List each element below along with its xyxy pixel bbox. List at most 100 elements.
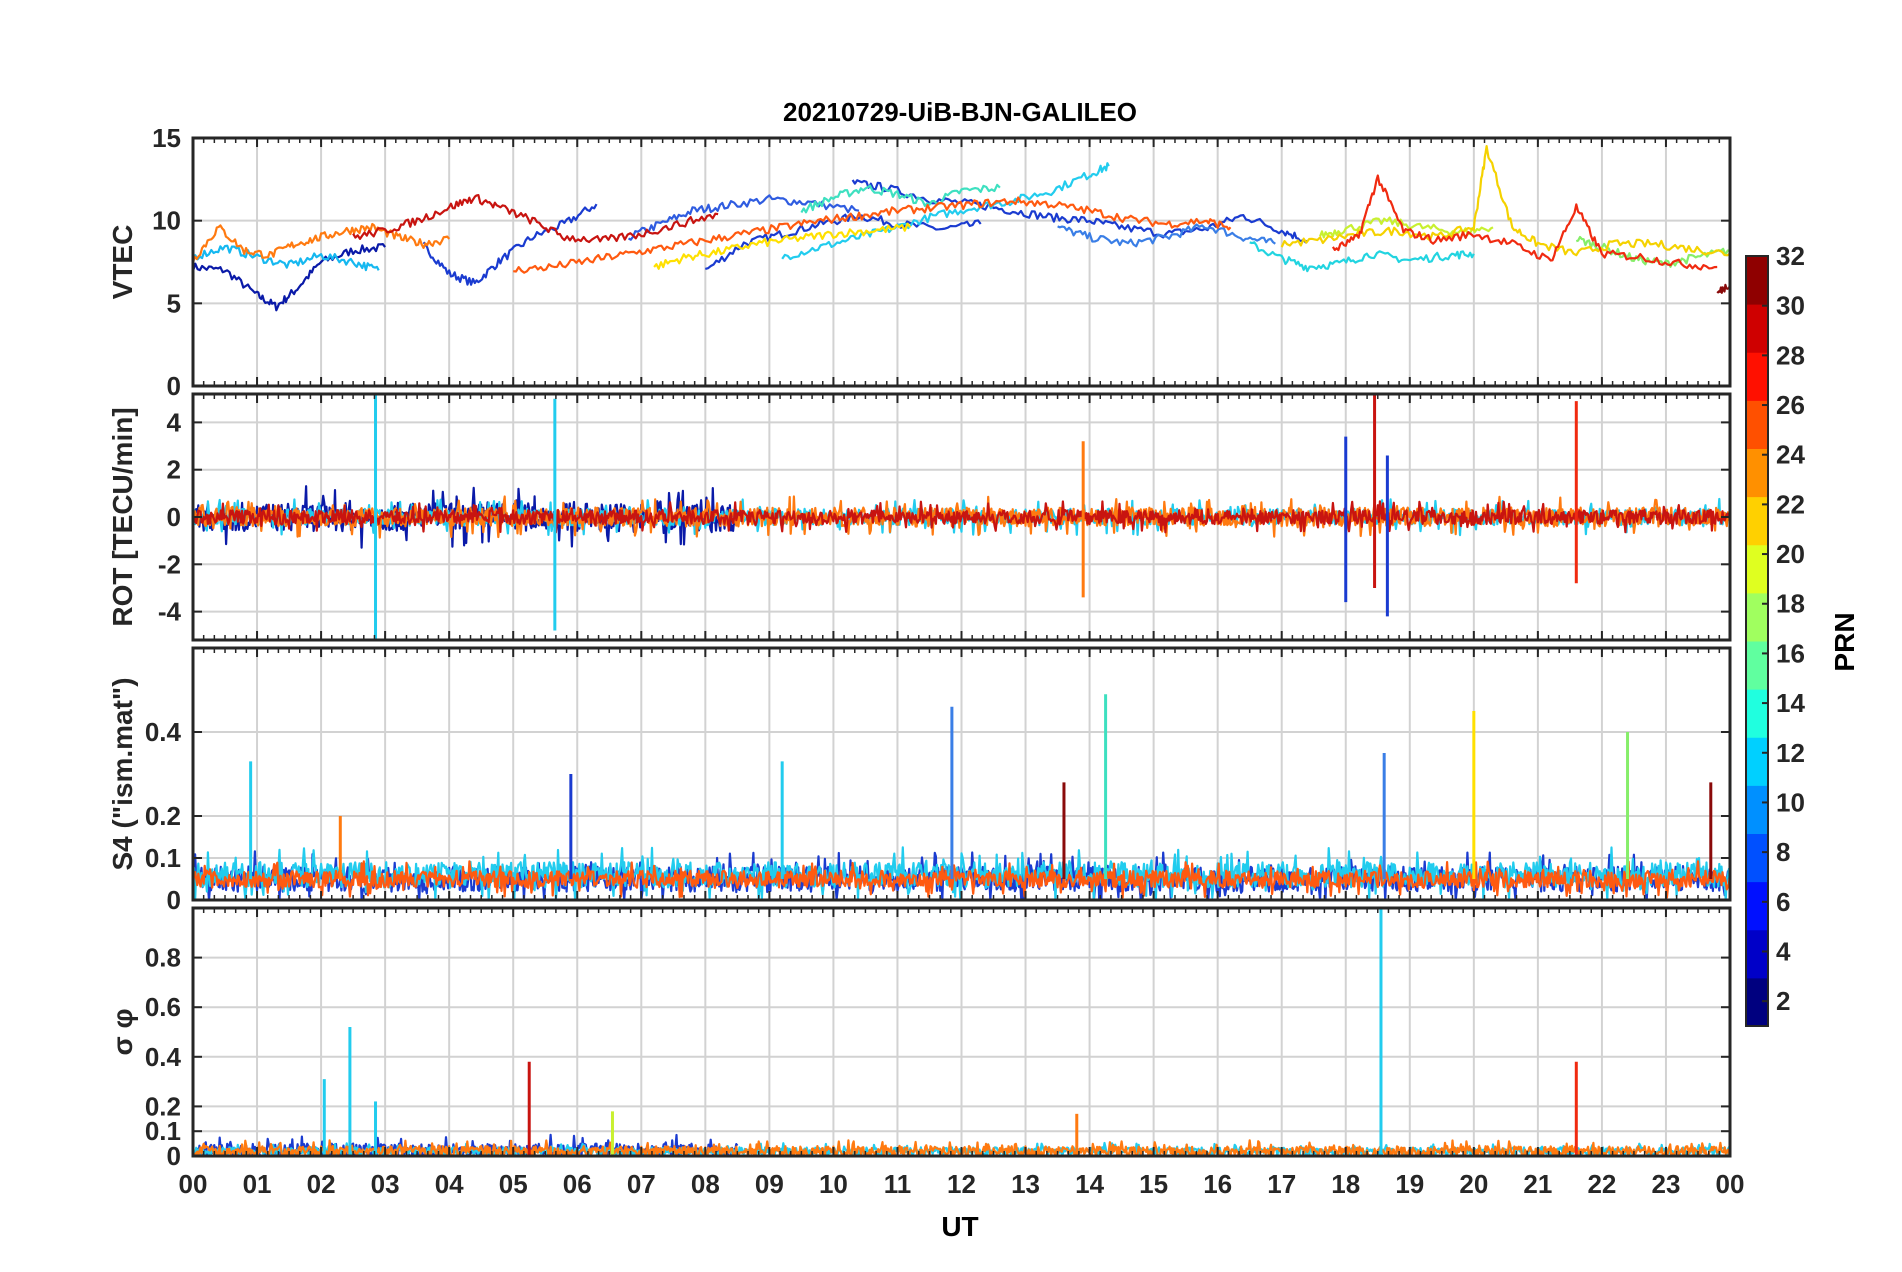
series-prn-14: [800, 183, 1001, 214]
panel-2: -4 -2 0 2 4 ROT [TECU/min]: [107, 392, 1732, 642]
y-tick-label: 10: [152, 206, 181, 236]
colorbar-segment: [1746, 544, 1768, 594]
colorbar-tick-label: 30: [1776, 291, 1805, 321]
x-tick-label: 06: [563, 1169, 592, 1199]
y-axis-label: σ φ: [107, 1009, 138, 1056]
colorbar-segment: [1746, 881, 1768, 931]
series-prn-21: [1280, 145, 1730, 257]
x-axis: 00 01 02 03 04 05 06 07 08 09 10 11 12 13 14 15 16 17 18 19…: [179, 1169, 1745, 1199]
y-tick-label: 0: [167, 371, 181, 401]
x-tick-label: 10: [819, 1169, 848, 1199]
colorbar-segment: [1746, 833, 1768, 883]
plot-area: [193, 394, 1730, 640]
y-tick-label: 0.2: [145, 801, 181, 831]
series-prn-3: [422, 203, 598, 286]
colorbar-tick-label: 12: [1776, 738, 1805, 768]
x-tick-label: 02: [307, 1169, 336, 1199]
series-prn-13: [1249, 241, 1475, 273]
colorbar-segment: [1746, 592, 1768, 642]
y-tick-label: 0.4: [145, 717, 182, 747]
y-axis-label: S4 ("ism.mat"): [107, 677, 138, 870]
x-tick-label: 09: [755, 1169, 784, 1199]
colorbar-segment: [1746, 496, 1768, 546]
colorbar-tick-label: 2: [1776, 986, 1790, 1016]
colorbar-segment: [1746, 977, 1768, 1027]
colorbar-tick-label: 20: [1776, 539, 1805, 569]
y-tick-label: 0: [167, 1141, 181, 1171]
colorbar-tick-label: 24: [1776, 440, 1805, 470]
colorbar-tick-label: 10: [1776, 787, 1805, 817]
y-tick-label: 15: [152, 123, 181, 153]
x-tick-label: 00: [1716, 1169, 1745, 1199]
x-tick-label: 18: [1331, 1169, 1360, 1199]
series-prn-11: [193, 244, 380, 272]
colorbar-segment: [1746, 641, 1768, 690]
series-prn-30: [352, 194, 719, 244]
y-tick-label: 0.6: [145, 992, 181, 1022]
y-tick-label: 2: [167, 455, 181, 485]
y-tick-label: 0.8: [145, 943, 181, 973]
series-prn-26: [513, 196, 1232, 274]
series-prn-28: [1331, 174, 1718, 271]
x-tick-label: 12: [947, 1169, 976, 1199]
y-tick-label: -2: [158, 549, 181, 579]
plot-area: [193, 145, 1730, 312]
x-axis-label: UT: [941, 1211, 978, 1242]
x-tick-label: 13: [1011, 1169, 1040, 1199]
series-prn-2: [193, 243, 386, 312]
colorbar-tick-label: 22: [1776, 489, 1805, 519]
colorbar-tick-label: 28: [1776, 340, 1805, 370]
colorbar-tick-label: 18: [1776, 589, 1805, 619]
x-tick-label: 05: [499, 1169, 528, 1199]
colorbar-label: PRN: [1829, 612, 1860, 671]
y-tick-label: -4: [158, 597, 182, 627]
x-tick-label: 00: [179, 1169, 208, 1199]
x-tick-label: 23: [1651, 1169, 1680, 1199]
colorbar-tick-label: 4: [1776, 936, 1791, 966]
colorbar-frame: [1745, 255, 1769, 1027]
x-tick-label: 20: [1459, 1169, 1488, 1199]
x-tick-label: 07: [627, 1169, 656, 1199]
y-tick-label: 0.1: [145, 1116, 181, 1146]
colorbar-segment: [1746, 256, 1768, 305]
colorbar-tick-label: 6: [1776, 887, 1790, 917]
colorbar-segment: [1746, 737, 1768, 786]
colorbar-segment: [1746, 689, 1768, 738]
y-axis-label: ROT [TECU/min]: [107, 407, 138, 626]
x-tick-label: 14: [1075, 1169, 1104, 1199]
colorbar-segment: [1746, 929, 1768, 979]
series-prn-21: [653, 222, 912, 270]
series-prn-30: [193, 500, 1730, 534]
x-tick-label: 17: [1267, 1169, 1296, 1199]
colorbar-segment: [1746, 352, 1768, 401]
x-tick-label: 03: [371, 1169, 400, 1199]
colorbar-segment: [1746, 400, 1768, 449]
plot-area: [193, 694, 1730, 900]
y-tick-label: 0: [167, 885, 181, 915]
x-tick-label: 16: [1203, 1169, 1232, 1199]
colorbar-tick-label: 16: [1776, 638, 1805, 668]
y-tick-label: 5: [167, 288, 181, 318]
series-prn-12: [781, 162, 1110, 261]
y-tick-label: 0.2: [145, 1091, 181, 1121]
colorbar-segment: [1746, 448, 1768, 498]
x-tick-label: 01: [243, 1169, 272, 1199]
colorbar-tick-label: 8: [1776, 837, 1790, 867]
colorbar-tick-label: 26: [1776, 390, 1805, 420]
x-tick-label: 08: [691, 1169, 720, 1199]
chart-title: 20210729-UiB-BJN-GALILEO: [783, 97, 1137, 127]
colorbar-tick-label: 14: [1776, 688, 1805, 718]
colorbar-tick-label: 32: [1776, 241, 1805, 271]
x-tick-label: 04: [435, 1169, 464, 1199]
y-tick-label: 0.4: [145, 1042, 182, 1072]
panel-4: 00.10.2 0.4 0.6 0.8 σ φ: [107, 906, 1732, 1171]
panel-1: 0 5 10 15 VTEC: [107, 123, 1732, 401]
y-axis-label: VTEC: [107, 225, 138, 300]
series-prn-26: [193, 860, 1730, 899]
x-tick-label: 22: [1587, 1169, 1616, 1199]
series-prn-8: [1057, 223, 1276, 248]
series-prn-32: [1716, 283, 1730, 294]
